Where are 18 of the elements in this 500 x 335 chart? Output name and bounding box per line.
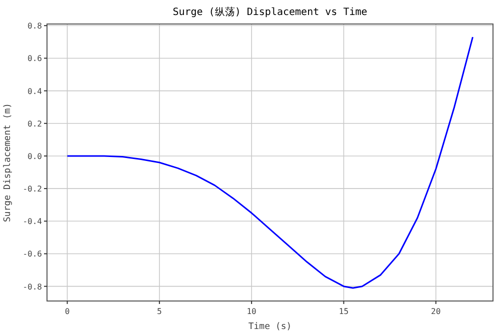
y-tick-label: 0.0 (28, 152, 42, 161)
x-tick-label: 0 (64, 307, 70, 316)
y-tick-label: 0.2 (28, 119, 42, 128)
y-tick-label: 0.6 (28, 54, 42, 64)
x-tick-label: 15 (338, 307, 349, 316)
chart-title: Surge (纵荡) Displacement vs Time (172, 6, 368, 18)
y-tick-label: -0.8 (22, 282, 42, 292)
y-tick-label: 0.8 (28, 22, 42, 31)
line-series (66, 36, 474, 289)
y-tick-label: 0.4 (28, 86, 42, 96)
x-tick-label: 10 (246, 307, 257, 316)
x-tick-label: 5 (157, 307, 162, 316)
x-axis-title: Time (s) (248, 322, 292, 332)
y-tick-label: -0.6 (22, 250, 42, 259)
y-tick-label: -0.4 (22, 217, 42, 226)
y-tick-label: -0.2 (22, 184, 42, 194)
y-axis-title: Surge Displacement (m) (3, 102, 13, 222)
x-tick-label: 20 (431, 307, 441, 316)
